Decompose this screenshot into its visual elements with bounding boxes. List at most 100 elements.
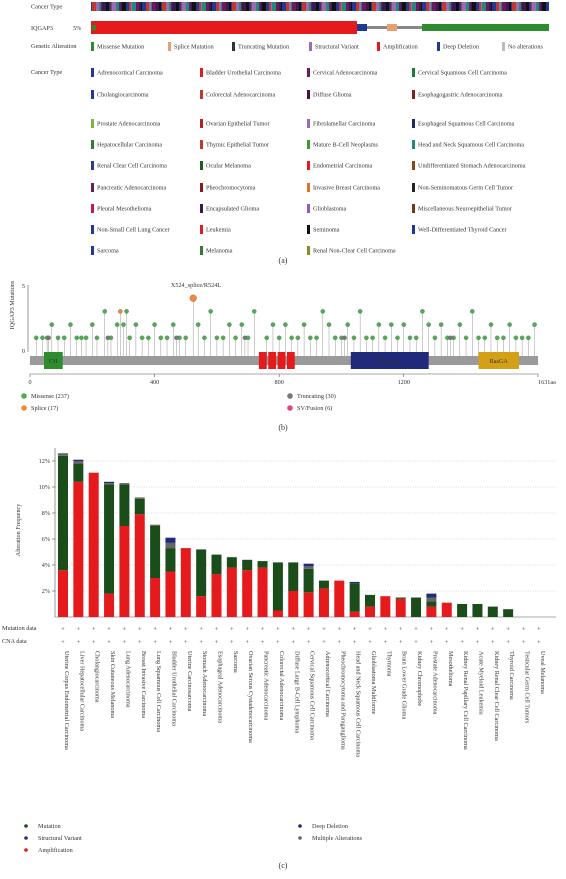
bar-y-label: Alteration Frequency [15, 503, 22, 557]
cancer-type-swatch [91, 183, 94, 192]
y-tick-5: 5 [22, 283, 25, 290]
lollipop-head-missense [227, 322, 232, 327]
cancer-type-label: Non-Small Cell Lung Cancer [97, 227, 170, 234]
cancer-strip-tick [326, 2, 329, 11]
cancer-strip-tick [121, 2, 122, 11]
bar-segment-multiple-alterations [150, 524, 161, 526]
cancer-type-swatch [91, 68, 94, 77]
cancer-strip-tick [399, 2, 401, 11]
protein-domain-label: RasGA [490, 358, 509, 365]
cancer-strip-tick [306, 2, 309, 11]
cancer-type-swatch [91, 90, 94, 99]
protein-domain-label: RasGAP [379, 358, 401, 365]
row-marker: + [322, 626, 326, 633]
bar-category-label: Testicular Germ Cell Tumors [524, 651, 531, 724]
row-marker: + [491, 639, 495, 646]
lollipop-x-tick-label: 0 [28, 379, 31, 386]
bar-category-label: Lung Squamous Cell Carcinoma [155, 651, 162, 732]
row-marker: + [399, 626, 403, 633]
cancer-strip-tick [211, 2, 212, 11]
lollipop-head-missense [507, 322, 512, 327]
cancer-type-swatch [412, 204, 415, 213]
cancer-strip-tick [286, 2, 289, 11]
lollipop-head-missense [146, 335, 151, 341]
cancer-strip-tick [371, 2, 372, 11]
bar-segment-amplification [58, 570, 68, 617]
cancer-strip-tick [456, 2, 459, 11]
row-marker: + [307, 626, 311, 633]
bar-legend-dot [24, 848, 28, 852]
bar-segment-amplification [365, 606, 375, 617]
bar-category-label: Acute Myeloid Leukemia [477, 651, 484, 715]
cancer-strip-tick [302, 2, 306, 11]
bar-segment-multiple-alterations [303, 566, 314, 569]
cancer-strip-tick [361, 2, 362, 11]
bar-category-label: Mesothelioma [447, 651, 454, 687]
cancer-type-label: Melanoma [206, 248, 233, 255]
cancer-type-label: Miscellaneous Neuroepithelial Tumor [418, 206, 512, 213]
lollipop-head-missense [513, 335, 519, 341]
bar-y-tick-label: 10% [39, 484, 50, 491]
cancer-strip-tick [331, 2, 332, 11]
lollipop-head-missense [326, 322, 332, 327]
bar-segment-mutation [58, 455, 68, 571]
bar-segment-amplification [272, 610, 283, 617]
cancer-type-swatch [412, 140, 415, 149]
cancer-type-swatch [200, 204, 203, 213]
lollipop-head-missense [233, 335, 238, 341]
cancer-strip-tick [209, 2, 211, 11]
bar-segment-deep-deletion [104, 481, 115, 484]
bar-segment-mutation [303, 568, 314, 593]
lollipop-head-missense [283, 322, 288, 327]
cancer-strip-tick [539, 2, 541, 11]
bar-segment-multiple-alterations [73, 461, 84, 464]
cancer-strip-tick [381, 2, 382, 11]
y-tick-0: 0 [22, 348, 25, 355]
alteration-label: Amplification [383, 44, 418, 51]
bar-segment-mutation [257, 561, 268, 568]
row-marker: + [537, 626, 541, 633]
cancer-strip-tick [496, 2, 499, 11]
row-marker: + [399, 639, 403, 646]
lollipop-head-missense [83, 335, 89, 341]
cancer-strip-tick [232, 2, 236, 11]
lollipop-head-missense [501, 335, 506, 341]
cancer-strip-tick [506, 2, 509, 11]
cancer-strip-tick [146, 2, 149, 11]
row-marker: + [384, 639, 388, 646]
bar-category-label: Colorectal Adenocarcinoma [278, 651, 285, 720]
panel-b: IQGAP3 Mutations 5 0 CH RasGAP RasGA X524_… [9, 280, 556, 432]
cancer-strip-tick [479, 2, 481, 11]
cancer-strip-tick [441, 2, 442, 11]
bar-segment-amplification [288, 591, 299, 617]
lollipop-head-missense [420, 309, 425, 314]
cancer-strip-tick [329, 2, 331, 11]
bar-segment-amplification [73, 481, 84, 617]
row-marker: + [491, 626, 495, 633]
protein-domain [44, 352, 63, 369]
cancer-type-swatch [91, 161, 94, 170]
lollipop-head-truncating [174, 335, 179, 341]
row-marker: + [353, 639, 357, 646]
genetic-alteration-label: Genetic Alteration [31, 43, 77, 50]
cancer-type-label: Esophageal Squamous Cell Carcinoma [418, 121, 515, 128]
lollipop-head-missense [357, 309, 363, 314]
cancer-type-swatch [307, 183, 310, 192]
cancer-type-swatch [307, 140, 310, 149]
lollipop-head-missense [114, 322, 120, 327]
row-marker: + [307, 639, 311, 646]
cancer-strip-tick [502, 2, 506, 11]
cancer-type-label: Diffuse Glioma [313, 92, 352, 99]
cancer-strip-tick [172, 2, 176, 11]
cancer-type-label: Cholangiocarcinoma [97, 92, 149, 99]
cancer-type-label: Cervical Squamous Cell Carcinoma [418, 70, 507, 77]
row-marker: + [276, 639, 280, 646]
cancer-type-swatch [200, 161, 203, 170]
cancer-strip-tick [142, 2, 146, 11]
cancer-strip-tick [271, 2, 272, 11]
row-marker: + [215, 639, 219, 646]
bar-category-label: Kidney Chromophobe [416, 651, 423, 706]
cancer-strip-tick [159, 2, 161, 11]
row-marker: + [476, 639, 480, 646]
cancer-type-swatch [412, 161, 415, 170]
